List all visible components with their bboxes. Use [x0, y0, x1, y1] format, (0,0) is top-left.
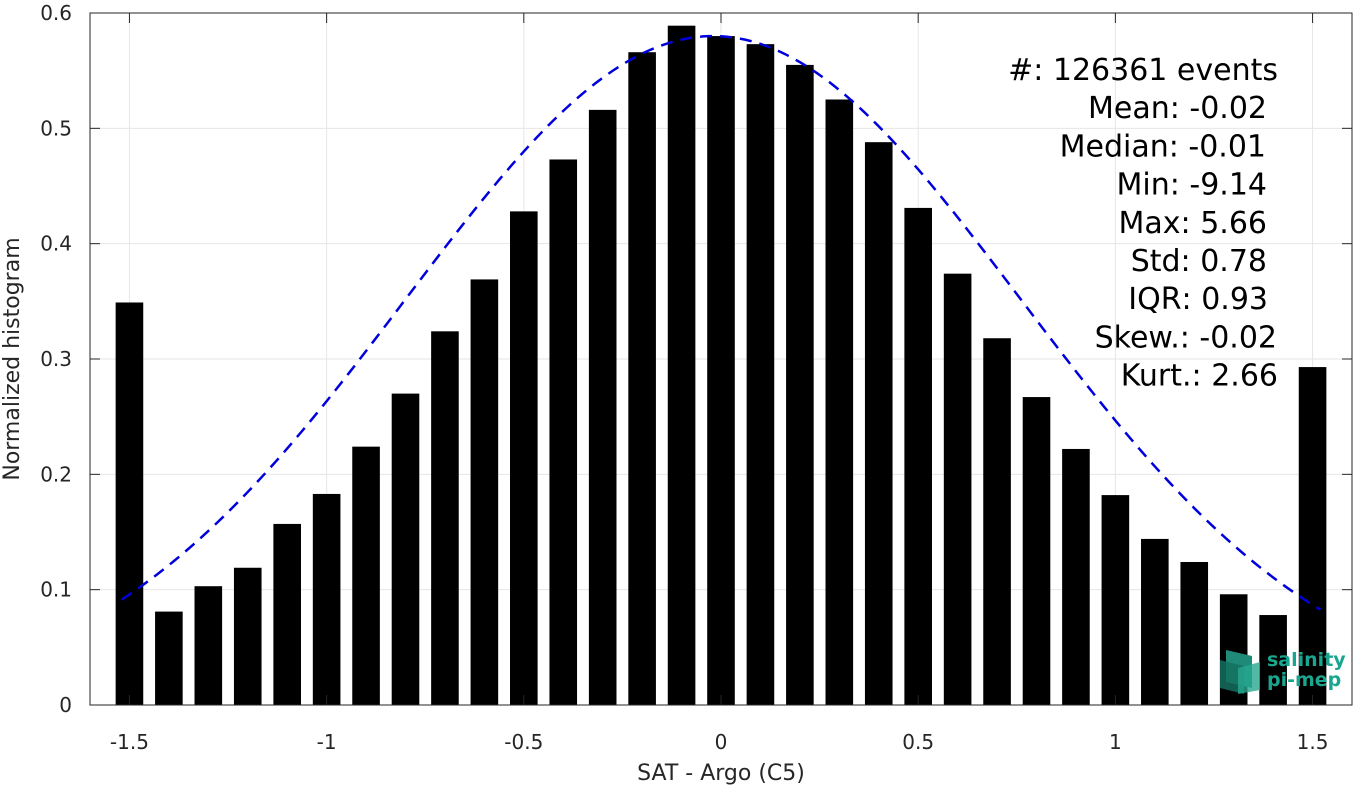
y-tick-label: 0	[59, 693, 72, 717]
y-tick-label: 0.6	[40, 1, 72, 25]
y-axis-label: Normalized histogram	[0, 237, 25, 480]
histogram-bar	[1298, 367, 1327, 705]
histogram-bar	[470, 279, 499, 705]
histogram-bar	[233, 567, 262, 705]
stat-value: : 126361 events	[1033, 53, 1278, 88]
stat-label: Median	[1060, 129, 1169, 164]
histogram-bar	[1259, 615, 1287, 705]
histogram-bar	[628, 52, 656, 706]
stat-value: : -0.02	[1170, 91, 1267, 126]
histogram-bar	[864, 142, 893, 705]
histogram-bar	[115, 302, 144, 705]
salinity-pi-mep-logo: salinity pi-mep	[1220, 649, 1346, 694]
x-tick-labels: -1.5 -1 -0.5 0 0.5 1 1.5	[110, 730, 1329, 754]
stat-line: Median : -0.01	[1060, 129, 1266, 164]
histogram-bars	[115, 25, 1327, 706]
x-tick-label: -0.5	[504, 730, 543, 754]
histogram-bar	[746, 44, 775, 705]
x-tick-label: -1	[317, 730, 337, 754]
stat-value: : 5.66	[1181, 206, 1267, 241]
y-tick-label: 0.5	[40, 116, 72, 140]
stat-line: Std : 0.78	[1131, 244, 1267, 279]
x-tick-label: 0.5	[902, 730, 934, 754]
stat-line: Max : 5.66	[1119, 206, 1267, 241]
histogram-bar	[352, 446, 380, 705]
histogram-bar	[312, 493, 341, 705]
histogram-bar	[510, 211, 538, 705]
stat-line: Skew. : -0.02	[1095, 320, 1277, 355]
histogram-bar	[1180, 561, 1209, 705]
stat-line: Mean : -0.02	[1088, 91, 1267, 126]
stat-line: Min : -9.14	[1117, 168, 1268, 203]
histogram-bar	[1022, 397, 1051, 705]
stat-value: : 0.78	[1181, 244, 1267, 279]
axis-ticks	[90, 12, 1352, 706]
stat-value: : -0.01	[1169, 129, 1266, 164]
stat-label: Max	[1119, 206, 1181, 241]
histogram-bar	[194, 586, 223, 705]
histogram-bar	[588, 109, 617, 705]
stat-line: IQR : 0.93	[1128, 282, 1268, 317]
histogram-bar	[155, 611, 183, 705]
histogram-bar	[273, 523, 301, 705]
histogram-bar	[943, 273, 972, 705]
stat-label: #	[1008, 53, 1033, 88]
stat-value: : 2.66	[1192, 359, 1278, 394]
logo-text-line1: salinity	[1267, 649, 1346, 671]
x-tick-label: 1	[1109, 730, 1122, 754]
stat-value: : 0.93	[1182, 282, 1268, 317]
y-tick-label: 0.3	[40, 347, 72, 371]
x-tick-label: -1.5	[110, 730, 149, 754]
gaussian-fit-curve	[120, 34, 1322, 611]
histogram-bar	[707, 36, 735, 706]
stat-line: # : 126361 events	[1008, 53, 1278, 88]
logo-text-line2: pi-mep	[1267, 669, 1341, 691]
y-tick-label: 0.2	[40, 462, 72, 486]
y-tick-label: 0.4	[40, 232, 72, 256]
stat-value: : -9.14	[1170, 168, 1267, 203]
x-tick-label: 0	[715, 730, 728, 754]
histogram-bar	[667, 25, 696, 706]
stat-label: IQR	[1128, 282, 1181, 317]
histogram-bar	[786, 64, 814, 705]
stat-line: Kurt. : 2.66	[1121, 359, 1278, 394]
logo-mark-icon	[1220, 650, 1260, 694]
histogram-bar	[549, 159, 578, 705]
y-tick-label: 0.1	[40, 578, 72, 602]
stat-value: : -0.02	[1180, 320, 1277, 355]
stat-label: Std	[1131, 244, 1181, 279]
stat-label: Min	[1117, 168, 1170, 203]
histogram-bar	[1101, 495, 1130, 705]
stat-label: Mean	[1088, 91, 1170, 126]
histogram-bar	[825, 99, 854, 705]
histogram-bar	[391, 393, 420, 705]
stat-label: Skew.	[1095, 320, 1180, 355]
y-tick-labels: 0 0.1 0.2 0.3 0.4 0.5 0.6	[40, 1, 72, 717]
histogram-bar	[1062, 448, 1090, 705]
x-tick-label: 1.5	[1297, 730, 1329, 754]
histogram-bar	[983, 338, 1011, 705]
stat-label: Kurt.	[1121, 359, 1192, 394]
histogram-bar	[904, 207, 932, 705]
x-axis-label: SAT - Argo (C5)	[637, 761, 805, 786]
histogram-bar	[1141, 538, 1169, 705]
histogram-bar	[431, 331, 459, 705]
